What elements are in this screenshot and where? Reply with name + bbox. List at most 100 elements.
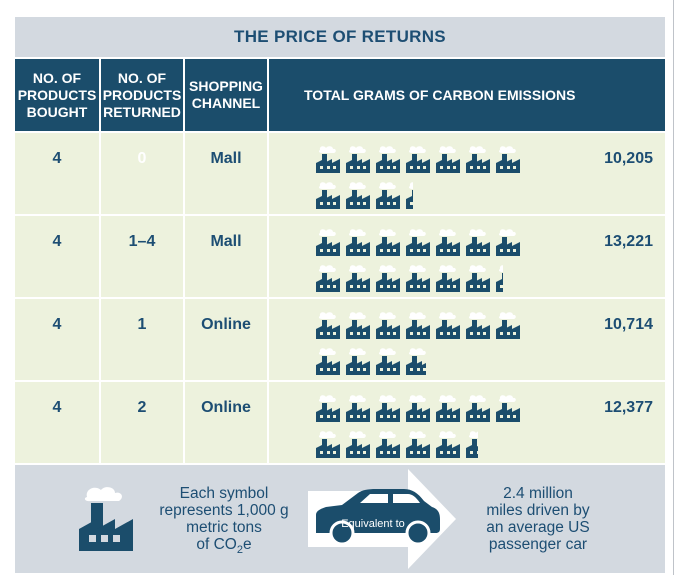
cell-bought: 4	[15, 133, 101, 214]
emissions-value: 10,714	[604, 316, 653, 333]
factory-icon	[406, 348, 426, 375]
table-row: 4 2 Online 12,377	[15, 380, 665, 463]
factory-icon	[376, 395, 400, 422]
factory-icon	[466, 229, 490, 256]
equivalence-arrow	[308, 469, 456, 569]
symbol-legend: Each symbol represents 1,000 g metric to…	[149, 485, 299, 559]
table-header: NO. OF PRODUCTS BOUGHT NO. OF PRODUCTS R…	[15, 57, 665, 131]
factory-icon	[346, 146, 370, 173]
equivalence-line1: 2.4 million	[503, 485, 573, 502]
arrow-label: Equivalent to	[341, 518, 405, 530]
right-edge-rule	[673, 0, 674, 575]
factory-icon	[346, 431, 370, 458]
factory-icon	[376, 182, 400, 209]
emissions-value: 12,377	[604, 399, 653, 416]
factory-icon	[376, 348, 400, 375]
car-icon	[316, 489, 440, 546]
factory-icon	[466, 395, 490, 422]
cell-bought: 4	[15, 216, 101, 297]
cell-emissions: 12,377	[269, 382, 665, 463]
table-row: 4 0 Mall 10,205	[15, 131, 665, 214]
factory-icon	[436, 312, 460, 339]
table-title: THE PRICE OF RETURNS	[15, 17, 665, 57]
cell-emissions: 10,205	[269, 133, 665, 214]
factory-icon	[376, 229, 400, 256]
factory-icon	[376, 312, 400, 339]
factory-icon	[406, 265, 430, 292]
factory-icon	[466, 146, 490, 173]
factory-icon	[346, 348, 370, 375]
factory-icon	[436, 431, 460, 458]
header-emissions: TOTAL GRAMS OF CARBON EMISSIONS	[304, 86, 576, 103]
factory-icon	[346, 312, 370, 339]
cell-channel: Online	[185, 299, 269, 380]
factory-icon	[436, 265, 460, 292]
header-bought: NO. OF PRODUCTS BOUGHT	[15, 59, 101, 131]
factory-icon	[406, 395, 430, 422]
symbol-legend-line3: metric tons	[186, 519, 262, 536]
equivalence-line3: an average US	[486, 519, 590, 536]
header-channel: SHOPPING CHANNEL	[185, 59, 269, 131]
factory-icon	[316, 312, 340, 339]
factory-icon	[316, 182, 340, 209]
factory-icon	[496, 312, 520, 339]
emissions-value: 13,221	[604, 233, 653, 250]
cell-emissions: 10,714	[269, 299, 665, 380]
factory-icon	[316, 229, 340, 256]
factory-icon	[316, 431, 340, 458]
cell-bought: 4	[15, 299, 101, 380]
factory-icon	[436, 146, 460, 173]
factory-icon	[316, 395, 340, 422]
table-row: 4 1–4 Mall 13,221	[15, 214, 665, 297]
factory-icon-group	[316, 311, 536, 383]
symbol-legend-line2: represents 1,000 g	[159, 502, 289, 519]
factory-icon	[376, 146, 400, 173]
factory-icon	[406, 312, 430, 339]
factory-icon	[436, 229, 460, 256]
factory-icon	[79, 487, 133, 551]
factory-icon	[346, 265, 370, 292]
factory-icon	[496, 146, 520, 173]
factory-icon	[496, 395, 520, 422]
factory-icon	[466, 265, 490, 292]
factory-icon	[346, 395, 370, 422]
factory-icon-group	[316, 228, 536, 300]
cell-emissions: 13,221	[269, 216, 665, 297]
factory-icon	[496, 229, 520, 256]
factory-icon	[406, 182, 413, 209]
symbol-legend-line1: Each symbol	[179, 485, 269, 502]
cell-bought: 4	[15, 382, 101, 463]
factory-icon	[316, 146, 340, 173]
table-row: 4 1 Online 10,714	[15, 297, 665, 380]
factory-icon	[466, 312, 490, 339]
equivalence-line4: passenger car	[488, 536, 588, 553]
factory-icon	[376, 431, 400, 458]
cell-channel: Mall	[185, 216, 269, 297]
factory-icon	[346, 182, 370, 209]
table-body: 4 0 Mall 10,205 4 1–4 Mall 13,221 4 1 On…	[15, 131, 665, 463]
factory-icon	[406, 229, 430, 256]
factory-icon	[496, 265, 503, 292]
factory-icon	[316, 348, 340, 375]
legend-panel: Each symbol represents 1,000 g metric to…	[15, 463, 665, 573]
factory-icon-group	[316, 394, 536, 466]
factory-icon-group	[316, 145, 536, 217]
header-returned: NO. OF PRODUCTS RETURNED	[101, 59, 185, 131]
factory-icon	[466, 431, 478, 458]
factory-icon	[406, 431, 430, 458]
returns-table: THE PRICE OF RETURNS NO. OF PRODUCTS BOU…	[15, 17, 665, 573]
factory-icon	[436, 395, 460, 422]
symbol-legend-line4: of CO2e	[196, 536, 252, 557]
equivalence-legend: 2.4 million miles driven by an average U…	[463, 485, 613, 553]
cell-channel: Mall	[185, 133, 269, 214]
factory-icon	[316, 265, 340, 292]
cell-returned: 1–4	[101, 216, 185, 297]
cell-channel: Online	[185, 382, 269, 463]
emissions-value: 10,205	[604, 150, 653, 167]
factory-icon	[376, 265, 400, 292]
factory-icon	[346, 229, 370, 256]
equivalence-line2: miles driven by	[486, 502, 590, 519]
cell-returned: 1	[101, 299, 185, 380]
factory-icon	[406, 146, 430, 173]
cell-returned: 2	[101, 382, 185, 463]
